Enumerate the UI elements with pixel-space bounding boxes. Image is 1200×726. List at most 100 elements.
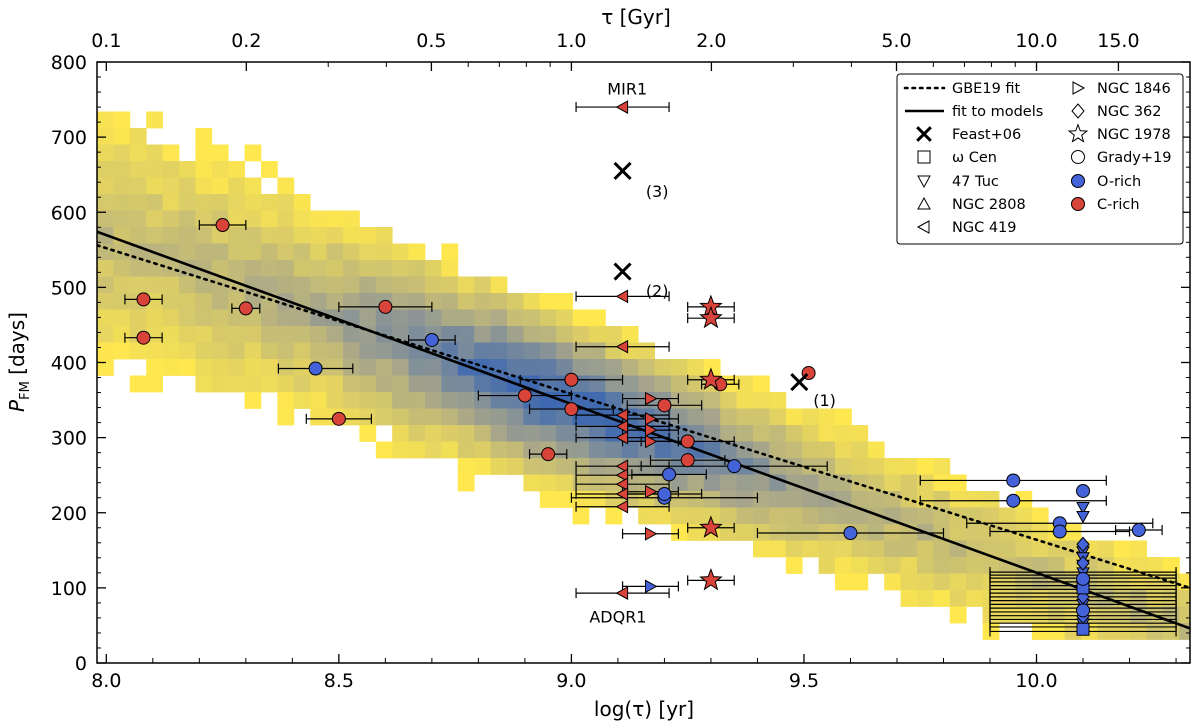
density-cell — [818, 408, 836, 426]
density-cell — [277, 194, 295, 211]
density-cell — [720, 425, 737, 442]
density-cell — [654, 359, 672, 376]
density-cell — [392, 425, 409, 442]
density-cell — [425, 309, 442, 327]
density-cell — [146, 144, 163, 162]
density-cell — [671, 491, 688, 508]
density-cell — [375, 243, 393, 261]
density-cell — [589, 326, 606, 343]
density-cell — [523, 309, 541, 327]
density-cell — [490, 392, 508, 409]
density-cell — [851, 474, 869, 492]
density-cell — [129, 227, 147, 244]
density-cell — [359, 342, 377, 360]
ngc419-point — [615, 468, 629, 483]
y-tick-label: 500 — [51, 277, 87, 299]
density-cell — [129, 210, 147, 228]
feast06-point — [790, 372, 809, 392]
density-cell — [97, 326, 114, 343]
density-cell — [457, 342, 475, 360]
density-cell — [753, 441, 770, 459]
density-cell — [261, 260, 278, 277]
density-cell — [999, 590, 1016, 607]
density-cell — [359, 243, 377, 261]
density-cell — [1113, 606, 1131, 624]
density-cell — [146, 309, 163, 327]
density-cell — [326, 359, 344, 376]
density-cell — [310, 342, 327, 360]
density-cell — [785, 441, 803, 459]
density-cell — [687, 491, 705, 508]
feast06-point — [613, 262, 632, 281]
density-cell — [835, 408, 852, 426]
density-cell — [556, 359, 573, 376]
density-cell — [851, 573, 869, 591]
density-cell — [375, 227, 393, 244]
density-cell — [277, 359, 295, 376]
wcen-point — [1076, 622, 1090, 636]
legend-label-crich: C-rich — [1097, 197, 1140, 213]
density-cell — [1179, 606, 1190, 624]
density-cell — [228, 177, 245, 195]
density-cell — [654, 375, 672, 393]
density-cell — [736, 425, 754, 442]
density-cell — [621, 359, 639, 376]
top-tick-label: 0.5 — [416, 30, 446, 52]
density-cell — [556, 326, 573, 343]
density-cell — [818, 474, 836, 492]
density-cell — [474, 359, 491, 376]
density-cell — [753, 491, 770, 508]
density-cell — [277, 309, 295, 327]
density-cell — [474, 326, 491, 343]
density-cell — [113, 293, 131, 310]
density-cell — [474, 276, 491, 294]
density-cell — [146, 293, 163, 310]
density-cell — [1130, 557, 1147, 574]
grady19-orich-point — [424, 332, 439, 347]
density-cell — [113, 111, 131, 129]
density-cell — [785, 507, 803, 525]
density-cell — [802, 491, 819, 508]
density-cell — [392, 309, 409, 327]
legend-label-ngc362: NGC 362 — [1097, 104, 1162, 120]
legend-label-ngc1846: NGC 1846 — [1097, 81, 1171, 97]
legend-label-ngc1978: NGC 1978 — [1097, 127, 1171, 143]
density-cell — [474, 458, 491, 475]
density-cell — [343, 408, 360, 426]
density-cell — [1031, 540, 1049, 558]
density-cell — [605, 359, 623, 376]
density-cell — [211, 359, 229, 376]
density-cell — [129, 309, 147, 327]
density-cell — [129, 177, 147, 195]
y-tick-label: 100 — [51, 578, 87, 600]
density-cell — [769, 425, 787, 442]
density-cell — [523, 458, 541, 475]
density-cell — [556, 491, 573, 508]
y-tick-label: 800 — [51, 52, 87, 74]
density-cell — [441, 425, 459, 442]
density-cell — [244, 194, 262, 211]
density-cell — [589, 309, 606, 327]
ngc1978-point — [699, 515, 723, 538]
density-cell — [146, 194, 163, 211]
density-cell — [474, 342, 491, 360]
density-cell — [425, 260, 442, 277]
density-cell — [736, 392, 754, 409]
density-cell — [211, 375, 229, 393]
density-cell — [146, 227, 163, 244]
y-tick-label: 200 — [51, 503, 87, 525]
density-cell — [310, 375, 327, 393]
density-cell — [572, 507, 590, 525]
y-tick-label: 0 — [75, 653, 87, 675]
density-cell — [1113, 540, 1131, 558]
legend-markers — [903, 81, 1089, 234]
density-cell — [441, 375, 459, 393]
legend-label-grady19: Grady+19 — [1097, 150, 1171, 166]
density-cell — [162, 276, 180, 294]
x-axis-title: log(τ) [yr] — [594, 697, 694, 721]
density-cell — [343, 326, 360, 343]
grady19-crich-point — [238, 301, 253, 316]
legend-label-fit-models: fit to models — [952, 104, 1043, 120]
density-cell — [113, 194, 131, 211]
density-cell — [556, 441, 573, 459]
